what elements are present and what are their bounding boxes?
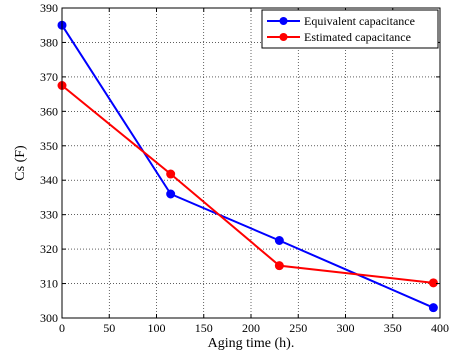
x-axis-label: Aging time (h).: [208, 336, 295, 351]
y-axis-label: Cs (F): [13, 145, 28, 181]
y-tick-label: 350: [40, 139, 58, 153]
y-tick-label: 340: [40, 173, 58, 187]
x-tick-label: 300: [337, 321, 355, 335]
x-tick-label: 50: [103, 321, 115, 335]
data-point: [428, 303, 438, 313]
y-tick-label: 380: [40, 35, 58, 49]
legend: Equivalent capacitance Estimated capacita…: [261, 9, 439, 49]
y-tick-label: 300: [40, 311, 58, 325]
legend-items: Equivalent capacitance Estimated capacita…: [267, 14, 415, 44]
legend-box: [261, 9, 439, 49]
x-tick-label: 150: [195, 321, 213, 335]
legend-label: Estimated capacitance: [304, 30, 411, 44]
x-tick-label: 400: [431, 321, 449, 335]
x-tick-label: 100: [148, 321, 166, 335]
y-tick-label: 390: [40, 1, 58, 15]
legend-marker: [279, 33, 288, 41]
ticks: 0 50 100 150 200 250 300 350 400 300 310 320 330 340 3…: [40, 1, 449, 335]
data-point: [274, 236, 284, 245]
data-point: [428, 278, 438, 288]
y-tick-label: 320: [40, 242, 58, 256]
x-tick-label: 200: [242, 321, 260, 335]
y-tick-label: 370: [40, 70, 58, 84]
data-point: [274, 261, 284, 271]
series-line-1: [61, 84, 434, 284]
data-point: [166, 189, 176, 199]
data-point: [166, 169, 176, 179]
legend-label: Equivalent capacitance: [304, 14, 415, 28]
legend-marker: [279, 17, 288, 25]
y-tick-label: 330: [40, 208, 58, 222]
x-tick-label: 350: [384, 321, 402, 335]
y-tick-label: 310: [40, 277, 58, 291]
x-tick-label: 0: [59, 321, 65, 335]
x-tick-label: 250: [289, 321, 307, 335]
y-tick-label: 360: [40, 104, 58, 118]
